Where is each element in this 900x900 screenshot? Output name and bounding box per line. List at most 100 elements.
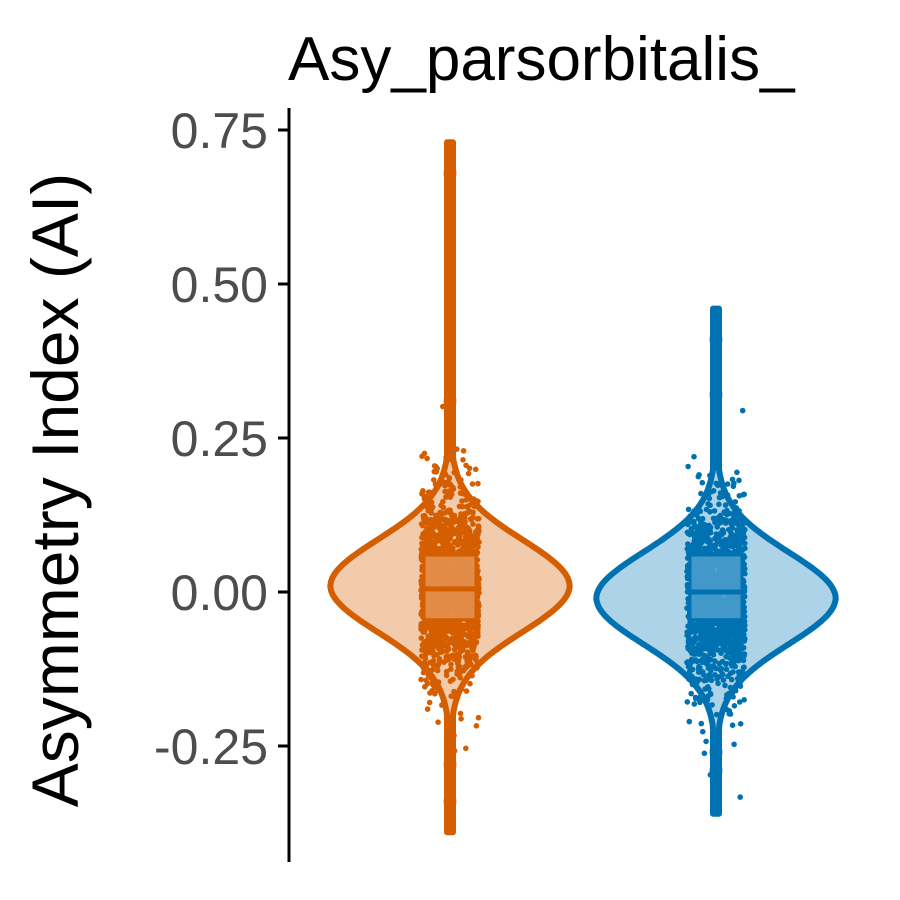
data-point xyxy=(432,691,438,697)
data-point xyxy=(432,533,439,540)
data-point xyxy=(707,502,713,509)
data-point xyxy=(741,651,748,657)
data-point xyxy=(705,676,711,683)
data-point xyxy=(474,658,480,665)
data-point xyxy=(706,495,713,502)
data-point xyxy=(685,663,692,670)
data-point xyxy=(420,660,427,667)
data-point xyxy=(739,407,746,414)
data-point xyxy=(458,686,465,692)
data-point xyxy=(454,530,460,536)
data-point xyxy=(698,651,705,657)
data-point xyxy=(426,699,433,706)
data-point xyxy=(453,518,459,524)
data-point xyxy=(719,528,725,535)
data-point xyxy=(713,517,720,523)
data-point xyxy=(698,519,704,526)
data-point xyxy=(434,667,441,674)
data-point xyxy=(734,469,740,476)
data-point xyxy=(430,644,436,650)
data-point xyxy=(427,659,434,666)
data-point xyxy=(685,623,691,629)
data-point xyxy=(707,772,714,778)
data-point xyxy=(697,633,704,639)
data-point xyxy=(696,696,702,702)
outlier-point xyxy=(709,745,723,760)
data-point xyxy=(422,646,428,652)
data-point xyxy=(446,488,453,494)
data-point xyxy=(424,706,431,712)
data-point xyxy=(714,638,720,644)
data-point xyxy=(463,745,469,752)
data-point xyxy=(737,794,743,800)
data-point xyxy=(727,711,734,717)
data-point xyxy=(711,508,718,514)
data-point xyxy=(462,521,468,528)
data-point xyxy=(741,622,747,629)
data-point xyxy=(704,696,711,703)
data-point xyxy=(466,502,473,509)
data-point xyxy=(438,691,445,698)
data-point xyxy=(473,654,479,660)
data-point xyxy=(468,661,474,668)
data-point xyxy=(468,547,475,553)
data-point xyxy=(704,537,711,544)
data-point xyxy=(435,519,442,525)
data-point xyxy=(724,706,730,713)
data-point xyxy=(736,699,743,705)
data-point xyxy=(419,534,425,541)
data-point xyxy=(424,455,430,462)
data-point xyxy=(700,669,706,675)
data-point xyxy=(465,470,472,477)
data-point xyxy=(428,668,434,674)
data-point xyxy=(715,680,721,687)
data-point xyxy=(425,489,432,496)
data-point xyxy=(428,539,435,545)
data-point xyxy=(686,634,692,640)
data-point xyxy=(448,639,454,646)
data-point xyxy=(737,676,743,682)
data-point xyxy=(450,513,456,519)
data-point xyxy=(425,637,432,644)
data-point xyxy=(418,676,424,683)
data-point xyxy=(739,546,746,553)
data-point xyxy=(442,479,448,486)
data-point xyxy=(704,654,711,660)
data-point xyxy=(696,472,702,478)
data-point xyxy=(445,653,452,660)
data-point xyxy=(448,456,454,463)
data-point xyxy=(467,653,473,659)
data-point xyxy=(696,621,702,627)
data-point xyxy=(740,672,747,678)
data-point xyxy=(432,636,439,643)
data-point xyxy=(721,509,727,515)
data-point xyxy=(722,628,729,635)
data-point xyxy=(725,538,732,545)
data-point xyxy=(720,538,727,544)
outlier-point xyxy=(709,387,723,402)
data-point xyxy=(689,666,696,673)
data-point xyxy=(469,646,476,653)
data-point xyxy=(451,646,458,653)
violin-series-2 xyxy=(593,305,839,817)
data-point xyxy=(442,488,448,495)
data-point xyxy=(708,667,714,674)
data-point xyxy=(686,718,693,725)
data-point xyxy=(442,528,449,535)
data-point xyxy=(727,518,733,524)
data-point xyxy=(691,453,697,460)
data-point xyxy=(687,648,694,654)
data-point xyxy=(716,538,722,545)
data-point xyxy=(702,529,708,536)
data-point xyxy=(692,524,698,530)
data-point xyxy=(698,490,704,497)
data-point xyxy=(469,672,475,679)
data-point xyxy=(703,738,709,745)
data-point xyxy=(472,466,479,473)
data-point xyxy=(701,750,708,757)
data-point xyxy=(431,477,437,483)
data-point xyxy=(739,539,746,545)
data-point xyxy=(471,620,478,627)
data-point xyxy=(732,643,738,649)
data-point xyxy=(707,472,713,479)
